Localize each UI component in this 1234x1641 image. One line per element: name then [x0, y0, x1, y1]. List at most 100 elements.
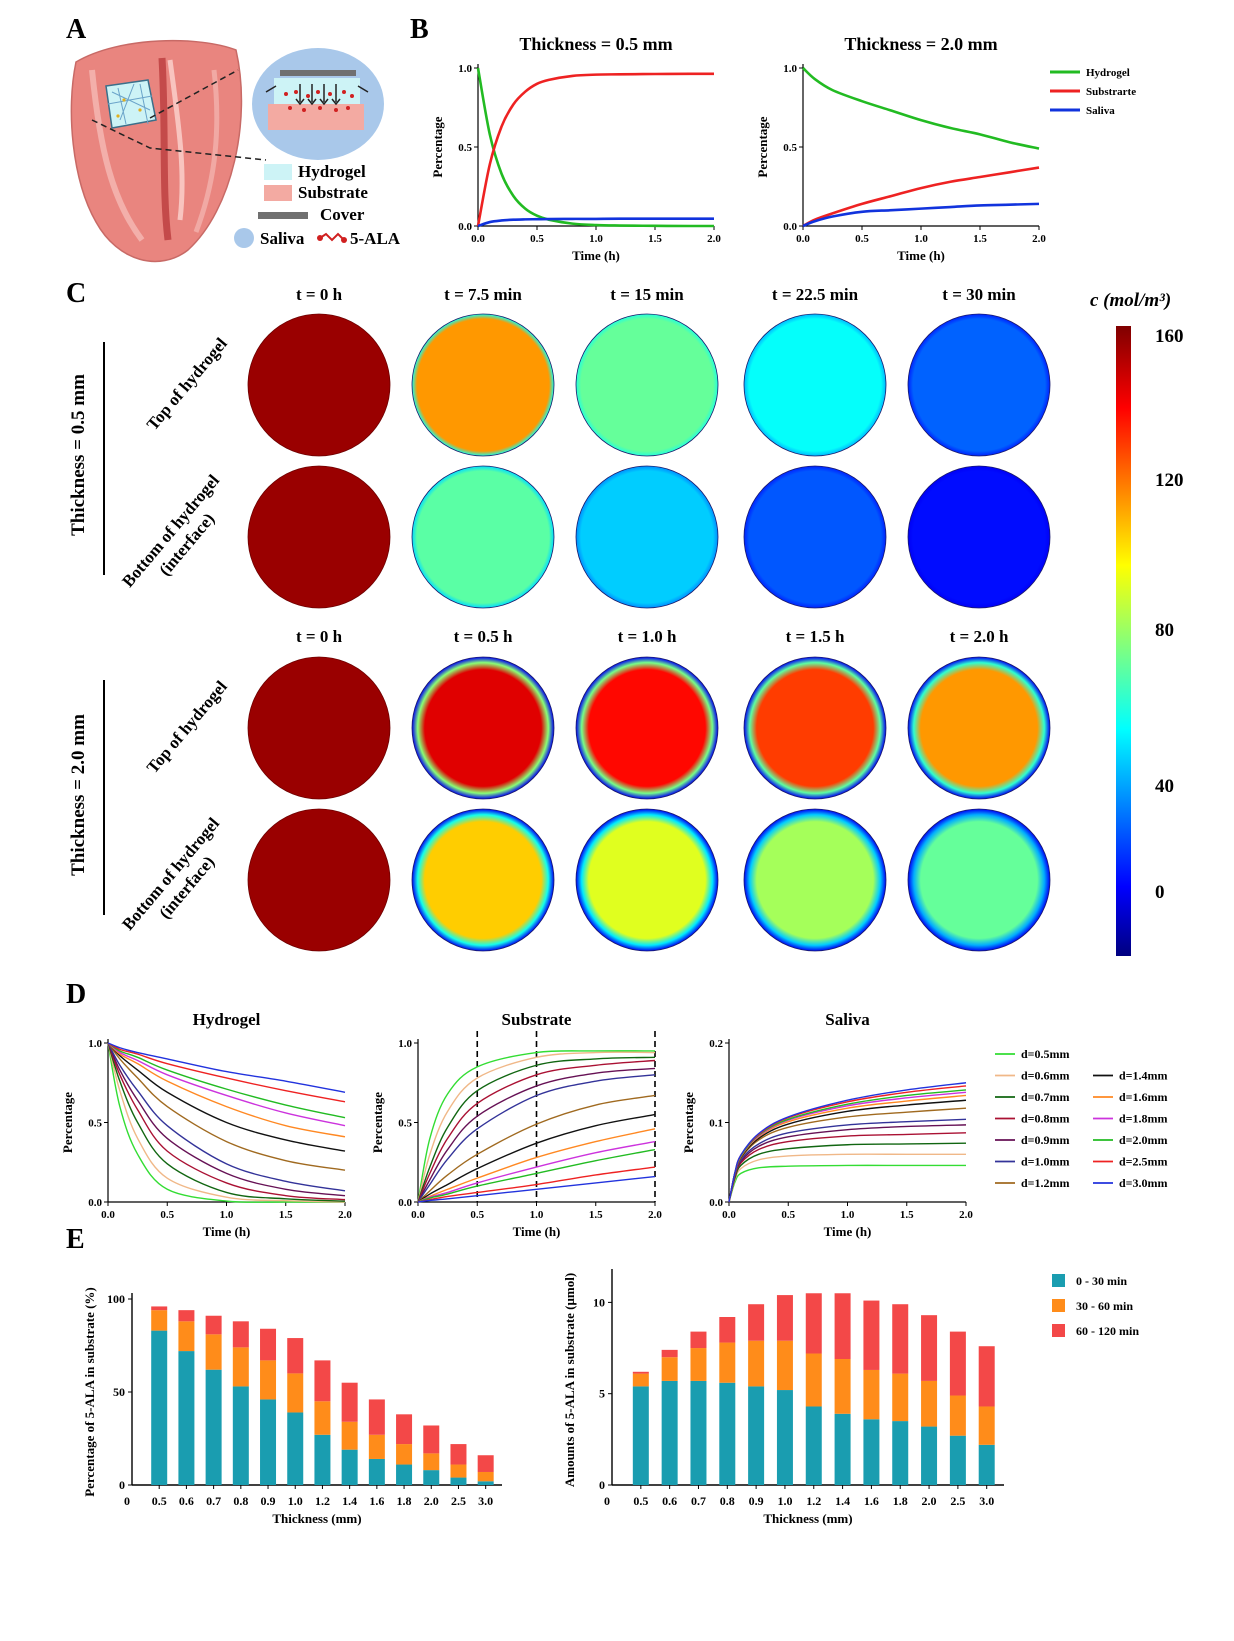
series-line-d2.5mm — [107, 1042, 346, 1103]
x-tick-label: 3.0 — [478, 1494, 493, 1508]
x-tick-label: 1.2 — [315, 1494, 330, 1508]
series-line-d0.9mm — [107, 1042, 346, 1197]
concentration-disc — [247, 808, 391, 952]
series-line-hydrogel — [802, 67, 1040, 150]
series-line-d0.5mm — [728, 1164, 966, 1203]
concentration-disc — [411, 656, 555, 800]
bar-segment — [396, 1414, 413, 1445]
legend-label: 0 - 30 min — [1076, 1274, 1127, 1288]
x-tick-label: 1.8 — [893, 1494, 908, 1508]
colorbar-tick-label: 120 — [1155, 470, 1184, 491]
bar-segment — [949, 1435, 966, 1485]
concentration-disc — [575, 808, 719, 952]
y-tick-label: 10 — [593, 1295, 605, 1309]
legend-label: d=1.6mm — [1119, 1090, 1168, 1104]
x-tick-label: 0.5 — [470, 1209, 484, 1221]
legend-label-hydrogel: Hydrogel — [298, 162, 366, 181]
legend-label-cover: Cover — [320, 205, 365, 224]
x-origin-label: 0 — [124, 1494, 130, 1508]
legend-swatch — [1052, 1299, 1065, 1312]
colorbar-title: c (mol/m³) — [1090, 290, 1171, 311]
series-line-d3.0mm — [728, 1082, 967, 1203]
series-line-hydrogel — [476, 67, 715, 228]
y-tick-label: 0.2 — [709, 1038, 723, 1050]
legend-label: d=3.0mm — [1119, 1176, 1168, 1190]
concentration-disc — [575, 656, 719, 800]
series-line-d0.8mm — [107, 1042, 346, 1201]
series-line-d0.5mm — [107, 1042, 346, 1203]
concentration-disc — [743, 465, 887, 609]
chart-d-substrate: Substrate 0.0 0.5 1.0 1.5 2.0 0.0 0.5 1.0 Time (h… — [370, 1010, 662, 1239]
legend-label: d=0.7mm — [1021, 1090, 1070, 1104]
colorbar-tick-label: 80 — [1155, 620, 1174, 641]
legend-d: d=0.5mm d=0.6mm d=0.7mm d=0.8mm d=0.9mm d=1.0… — [995, 1047, 1168, 1190]
bar-segment — [834, 1413, 851, 1485]
y-tick-label: 0.0 — [783, 221, 797, 233]
bar-segment — [776, 1340, 793, 1391]
bar-segment — [719, 1382, 736, 1485]
y-tick-label: 0.0 — [709, 1197, 723, 1209]
bar-segment — [178, 1321, 195, 1352]
bar-segment — [314, 1360, 331, 1402]
legend-label: d=1.8mm — [1119, 1112, 1168, 1126]
time-label: t = 2.0 h — [950, 627, 1009, 646]
series-line-d0.9mm — [417, 1067, 656, 1203]
row-label: Top of hydrogel — [143, 334, 231, 434]
bar-segment — [450, 1444, 467, 1465]
concentration-disc — [743, 313, 887, 457]
colorbar-tick-label: 160 — [1155, 326, 1184, 347]
bar-segment — [776, 1295, 793, 1341]
bar-segment — [632, 1373, 649, 1387]
bar-segment — [661, 1380, 678, 1485]
bar-segment — [863, 1369, 880, 1420]
y-axis-title: Percentage — [681, 1092, 696, 1153]
row-label: Bottom of hydrogel(interface) — [118, 814, 239, 947]
concentration-disc — [411, 313, 555, 457]
bar-segment — [314, 1401, 331, 1435]
x-axis-title: Time (h) — [203, 1224, 251, 1239]
panel-letter-a: A — [66, 14, 87, 45]
y-axis-title: Amounts of 5-ALA in substrate (μmol) — [562, 1273, 577, 1487]
bar-segment — [151, 1306, 168, 1311]
legend-label: Hydrogel — [1086, 67, 1130, 79]
y-tick-label: 0.0 — [458, 221, 472, 233]
bar-segment — [834, 1359, 851, 1414]
x-tick-label: 0.5 — [160, 1209, 174, 1221]
x-tick-label: 0.5 — [781, 1209, 795, 1221]
y-tick-label: 1.0 — [88, 1038, 102, 1050]
bar-segment — [260, 1328, 277, 1361]
concentration-disc — [907, 808, 1051, 952]
time-label: t = 22.5 min — [772, 285, 859, 304]
x-axis-title: Thickness (mm) — [763, 1511, 852, 1526]
time-label: t = 7.5 min — [444, 285, 522, 304]
series-line-d1.4mm — [728, 1099, 967, 1203]
legend-swatch — [1052, 1324, 1065, 1337]
x-tick-label: 1.6 — [369, 1494, 384, 1508]
x-tick-label: 0.8 — [233, 1494, 248, 1508]
concentration-disc — [411, 808, 555, 952]
x-tick-label: 0.9 — [749, 1494, 764, 1508]
x-tick-label: 2.0 — [959, 1209, 973, 1221]
y-tick-label: 0.5 — [783, 142, 797, 154]
series-line-d1.0mm — [107, 1042, 346, 1192]
panel-letter-c: C — [66, 278, 86, 309]
bar-segment — [368, 1458, 385, 1485]
bar-segment — [748, 1340, 765, 1387]
y-axis-title: Percentage — [60, 1092, 75, 1153]
time-label: t = 0 h — [296, 285, 343, 304]
series-line-d3.0mm — [107, 1042, 346, 1093]
x-tick-label: 0.8 — [720, 1494, 735, 1508]
concentration-disc — [247, 465, 391, 609]
bar-segment — [205, 1334, 222, 1370]
bar-segment — [368, 1434, 385, 1459]
legend-label: d=1.4mm — [1119, 1069, 1168, 1083]
series-line-d1.2mm — [107, 1042, 346, 1171]
bar-segment — [690, 1331, 707, 1349]
series-line-d0.5mm — [417, 1050, 656, 1203]
bar-segment — [805, 1406, 822, 1485]
bar-segment — [232, 1321, 249, 1348]
x-tick-label: 2.0 — [1032, 233, 1046, 245]
legend-label: d=1.2mm — [1021, 1176, 1070, 1190]
bar-segment — [450, 1464, 467, 1478]
molecule-icon — [317, 232, 347, 243]
